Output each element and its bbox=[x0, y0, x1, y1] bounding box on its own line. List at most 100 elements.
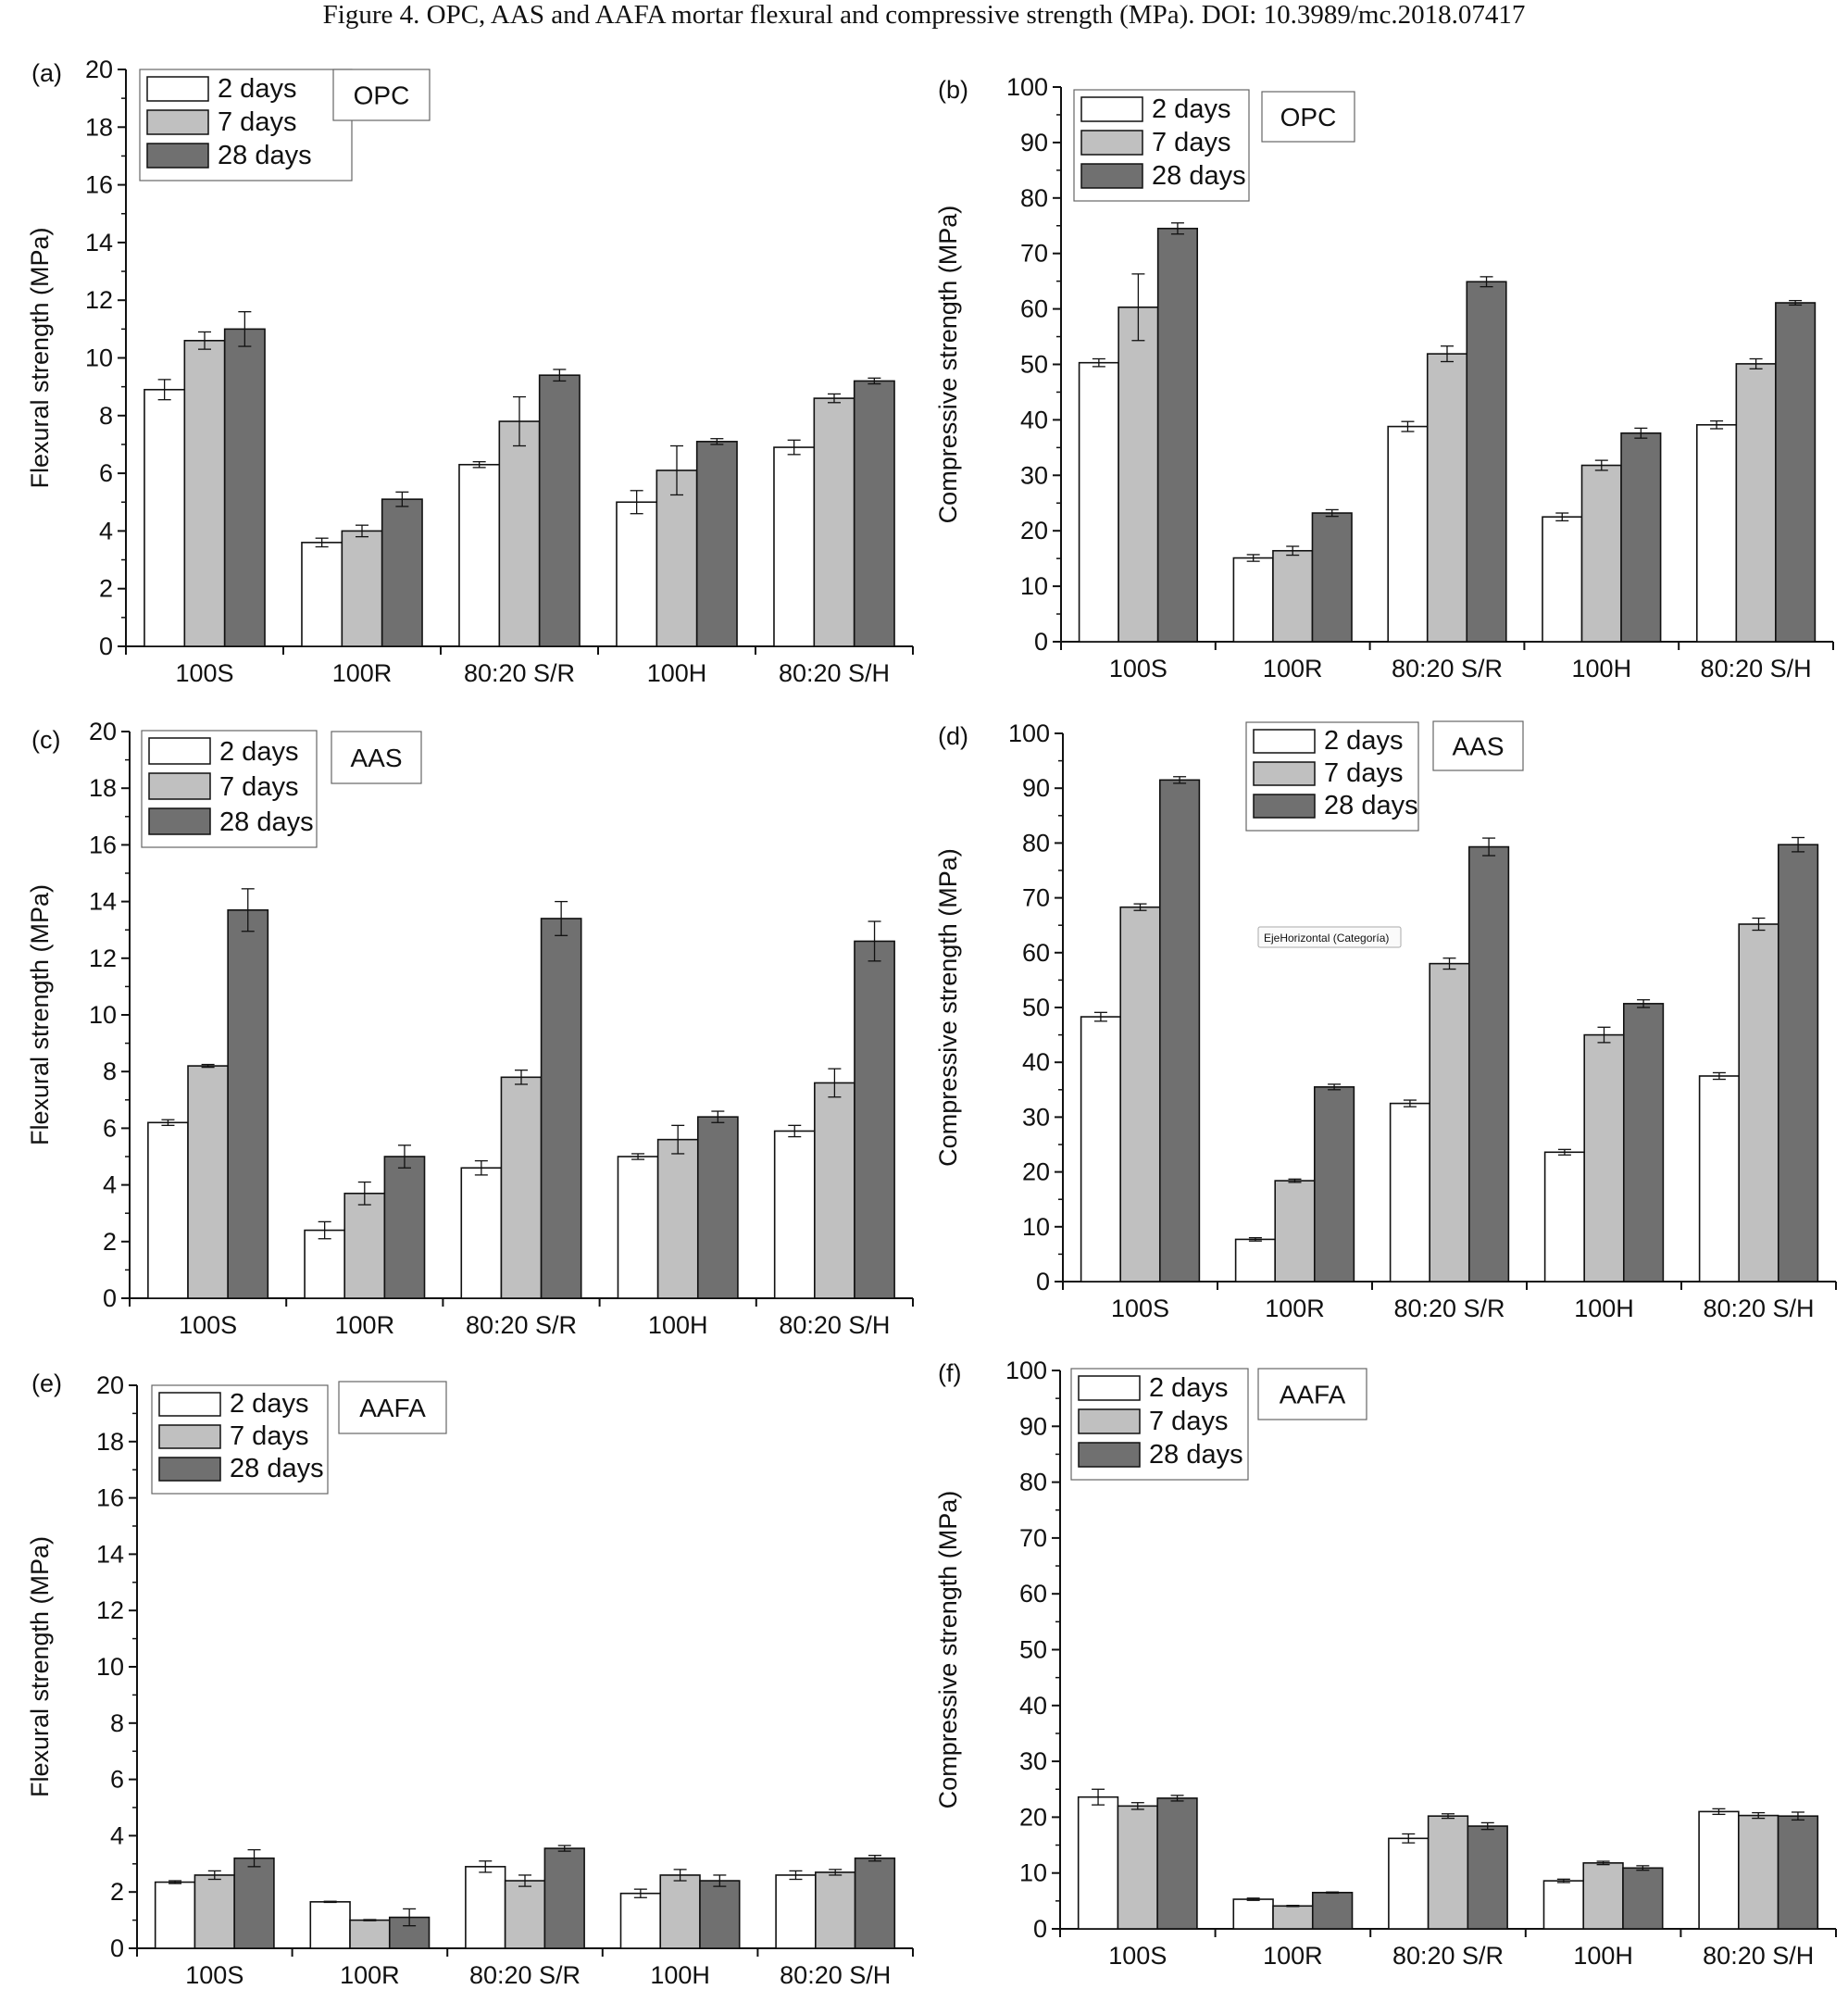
y-tick-label: 10 bbox=[96, 1653, 124, 1681]
bar-28-days bbox=[538, 374, 581, 647]
bar-2-days bbox=[775, 1874, 817, 1949]
bar-2-days bbox=[1232, 1898, 1274, 1930]
legend-swatch bbox=[1080, 96, 1143, 122]
x-tick-label: 100S bbox=[179, 1311, 237, 1339]
y-tick-label: 20 bbox=[89, 718, 117, 745]
bar-2-days bbox=[1542, 516, 1583, 643]
y-tick-label: 8 bbox=[103, 1057, 117, 1085]
legend-label: 2 days bbox=[230, 1389, 308, 1419]
y-tick-label: 4 bbox=[103, 1171, 117, 1199]
y-tick-label: 18 bbox=[89, 774, 117, 802]
bar-7-days bbox=[1429, 962, 1470, 1283]
bar-7-days bbox=[1118, 307, 1159, 643]
bar-2-days bbox=[1543, 1151, 1586, 1283]
bar-7-days bbox=[1583, 1033, 1625, 1283]
y-tick-label: 20 bbox=[96, 1371, 124, 1399]
y-tick-label: 100 bbox=[1008, 719, 1050, 747]
legend-label: 7 days bbox=[1152, 128, 1230, 157]
chart-panel-c: (c) Flexural strength (MPa) 0 2 4 6 8 10 12 14 16 1… bbox=[26, 718, 914, 1339]
panel-label: (d) bbox=[938, 722, 968, 750]
y-axis-label: Compressive strength (MPa) bbox=[934, 1491, 962, 1809]
y-tick-label: 6 bbox=[99, 459, 113, 487]
x-tick-label: 80:20 S/R bbox=[469, 1961, 581, 1989]
y-tick-label: 12 bbox=[96, 1596, 124, 1624]
y-tick-label: 2 bbox=[103, 1228, 117, 1256]
y-tick-label: 0 bbox=[110, 1934, 124, 1962]
binder-label: AAS bbox=[350, 744, 402, 772]
legend-swatch bbox=[148, 807, 211, 835]
x-tick-label: 100R bbox=[1265, 1295, 1325, 1322]
y-axis-label: Flexural strength (MPa) bbox=[26, 1536, 54, 1797]
y-axis-label: Compressive strength (MPa) bbox=[934, 848, 962, 1167]
bar-2-days bbox=[1080, 1016, 1122, 1283]
bar-7-days bbox=[1735, 363, 1777, 643]
y-axis-label: Flexural strength (MPa) bbox=[26, 227, 54, 488]
bar-2-days bbox=[301, 542, 343, 647]
y-tick-label: 60 bbox=[1020, 295, 1048, 323]
y-axis-label: Flexural strength (MPa) bbox=[26, 884, 54, 1145]
legend-label: 28 days bbox=[1324, 791, 1418, 820]
bar-2-days bbox=[1389, 1102, 1431, 1283]
y-tick-label: 100 bbox=[1005, 1357, 1047, 1384]
x-tick-label: 100S bbox=[1109, 655, 1167, 682]
y-tick-label: 40 bbox=[1022, 1048, 1050, 1076]
legend-swatch bbox=[1078, 1375, 1141, 1401]
y-tick-label: 18 bbox=[96, 1428, 124, 1456]
legend-label: 7 days bbox=[219, 772, 298, 802]
legend-swatch bbox=[1253, 761, 1316, 786]
legend-label: 28 days bbox=[1149, 1440, 1243, 1470]
annotation-text: EjeHorizontal (Categoría) bbox=[1264, 932, 1389, 945]
legend-swatch bbox=[1253, 794, 1316, 819]
bar-7-days bbox=[1427, 1815, 1469, 1930]
legend-swatch bbox=[158, 1457, 221, 1482]
bar-7-days bbox=[349, 1919, 391, 1949]
annotation-tag: EjeHorizontal (Categoría) bbox=[1257, 926, 1402, 948]
bar-7-days bbox=[813, 397, 855, 647]
bar-28-days bbox=[1158, 779, 1201, 1283]
y-tick-label: 90 bbox=[1020, 129, 1048, 156]
y-tick-label: 80 bbox=[1019, 1469, 1047, 1496]
bar-2-days bbox=[458, 463, 501, 647]
x-tick-label: 100H bbox=[650, 1961, 710, 1989]
x-tick-label: 80:20 S/R bbox=[1393, 1295, 1505, 1322]
x-tick-label: 100H bbox=[1573, 1942, 1633, 1970]
bar-28-days bbox=[1466, 281, 1507, 643]
bar-7-days bbox=[815, 1871, 856, 1949]
x-tick-label: 80:20 S/H bbox=[1703, 1295, 1814, 1322]
y-axis-label: Compressive strength (MPa) bbox=[934, 206, 962, 524]
bar-28-days bbox=[1156, 227, 1199, 643]
legend-label: 28 days bbox=[218, 141, 312, 170]
bar-28-days bbox=[696, 1116, 739, 1299]
bar-2-days bbox=[617, 1156, 659, 1299]
bar-7-days bbox=[1272, 549, 1314, 643]
bar-28-days bbox=[540, 918, 582, 1299]
y-tick-label: 30 bbox=[1022, 1103, 1050, 1131]
legend-label: 7 days bbox=[218, 107, 296, 137]
x-tick-label: 80:20 S/H bbox=[779, 1311, 890, 1339]
bar-28-days bbox=[381, 498, 423, 647]
binder-box bbox=[338, 1381, 447, 1434]
bar-28-days bbox=[1313, 1086, 1355, 1283]
bar-28-days bbox=[223, 328, 266, 647]
bar-28-days bbox=[1622, 1003, 1665, 1283]
legend-label: 28 days bbox=[230, 1454, 324, 1483]
x-tick-label: 80:20 S/H bbox=[1703, 1942, 1814, 1970]
x-tick-label: 80:20 S/R bbox=[464, 659, 575, 687]
bar-28-days bbox=[227, 908, 269, 1299]
y-tick-label: 16 bbox=[96, 1484, 124, 1512]
bar-2-days bbox=[1388, 1837, 1430, 1930]
bar-7-days bbox=[1426, 353, 1468, 643]
y-tick-label: 0 bbox=[99, 632, 113, 660]
x-tick-label: 100R bbox=[1263, 1942, 1323, 1970]
bar-28-days bbox=[1467, 845, 1510, 1283]
chart-panel-a: (a) Flexural strength (MPa) 0 2 4 6 8 10 12 14 16 1… bbox=[26, 56, 914, 687]
bar-28-days bbox=[1622, 1867, 1664, 1930]
legend-swatch bbox=[1253, 729, 1316, 754]
binder-box bbox=[331, 731, 422, 784]
bar-7-days bbox=[814, 1082, 855, 1299]
x-tick-label: 100S bbox=[185, 1961, 243, 1989]
y-tick-label: 50 bbox=[1019, 1636, 1047, 1664]
bar-2-days bbox=[773, 1130, 816, 1299]
y-tick-label: 18 bbox=[85, 113, 113, 141]
